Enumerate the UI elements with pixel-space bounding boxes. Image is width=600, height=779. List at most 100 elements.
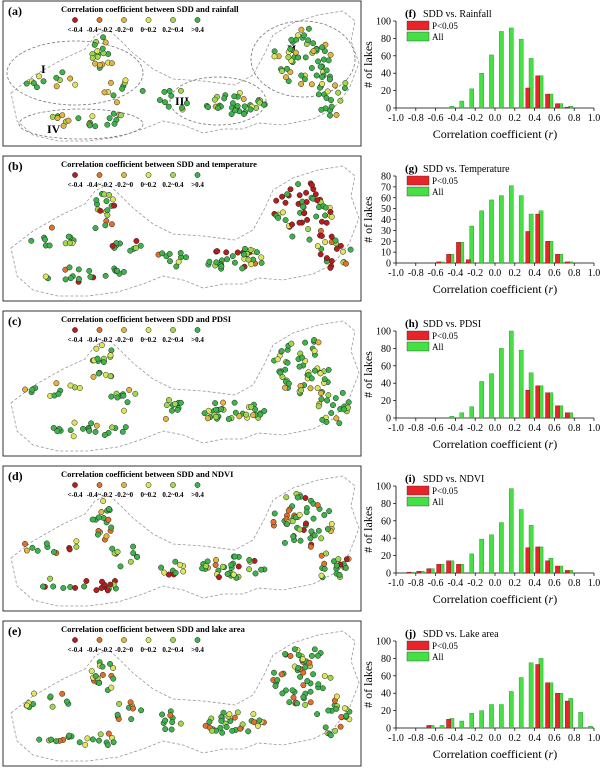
- lake-dot: [59, 112, 66, 119]
- legend-swatch: [406, 175, 430, 186]
- lake-dot: [240, 251, 247, 258]
- lake-dot: [256, 717, 263, 724]
- lake-dot: [220, 399, 227, 406]
- legend-dot: [170, 637, 176, 643]
- lake-dot: [285, 54, 292, 61]
- lake-dot: [138, 707, 145, 714]
- y-tick-label: 80: [381, 654, 391, 665]
- lake-dot: [119, 428, 126, 435]
- zone-ellipse: [169, 76, 267, 126]
- lake-dot: [177, 561, 183, 568]
- lake-dot: [114, 711, 121, 718]
- y-tick-label: 100: [376, 637, 391, 648]
- lake-dot: [24, 702, 30, 709]
- x-tick-label: 0.6: [548, 578, 561, 589]
- lake-dot: [204, 415, 211, 422]
- lake-dot: [312, 191, 319, 198]
- lake-dot: [272, 683, 279, 689]
- bar-sig: [545, 560, 550, 574]
- x-tick-label: 0.0: [489, 578, 502, 589]
- lake-dot: [327, 51, 334, 58]
- lake-dot: [158, 564, 165, 571]
- lake-dot: [250, 711, 257, 718]
- lake-dot: [206, 718, 213, 725]
- lake-dot: [328, 103, 335, 110]
- legend-swatch: [406, 330, 430, 341]
- lake-dot: [105, 516, 112, 523]
- map-panel-label: (c): [8, 314, 21, 328]
- bar-all: [489, 704, 494, 729]
- lake-dot: [209, 727, 216, 734]
- map-panel-label: (e): [8, 624, 21, 638]
- legend-label: 0.2~0.4: [162, 491, 184, 499]
- lake-dot: [218, 717, 225, 724]
- legend-dot: [121, 482, 127, 488]
- bar-all: [499, 704, 504, 729]
- bar-sig: [545, 93, 550, 109]
- lake-dot: [318, 233, 325, 239]
- lake-dot: [322, 204, 329, 211]
- lake-dot: [36, 73, 42, 80]
- lake-dot: [296, 192, 303, 199]
- lake-dot: [322, 239, 329, 246]
- y-tick-label: 60: [381, 361, 391, 372]
- lake-dot: [332, 395, 339, 402]
- lake-dot: [302, 339, 309, 346]
- y-tick-label: 20: [381, 396, 391, 407]
- legend-label: 0~0.2: [141, 646, 157, 654]
- lake-dot: [298, 26, 305, 33]
- lake-dot: [307, 699, 314, 706]
- lake-dot: [218, 263, 225, 270]
- y-tick-label: 30: [381, 226, 391, 237]
- lake-dot: [333, 245, 340, 252]
- lake-dot: [286, 699, 293, 706]
- legend-entry: All: [432, 32, 444, 42]
- bar-all: [499, 31, 504, 109]
- lake-dot: [113, 99, 120, 106]
- legend-label: -0.2~0: [115, 336, 134, 344]
- lake-dot: [215, 105, 221, 111]
- lake-dot: [288, 36, 295, 43]
- x-tick-label: -1.0: [388, 423, 404, 434]
- lake-dot: [117, 563, 124, 570]
- legend-entry: P<0.05: [432, 486, 458, 496]
- legend-label: -0.2~0: [115, 491, 134, 499]
- lake-dot: [319, 80, 326, 87]
- lake-dot: [307, 385, 314, 392]
- lake-dot: [49, 113, 56, 120]
- x-tick-label: -0.6: [428, 113, 444, 124]
- lake-dot: [104, 742, 111, 749]
- legend-entry: All: [432, 652, 444, 662]
- lake-dot: [302, 495, 309, 501]
- lake-dot: [213, 557, 219, 563]
- legend-label: 0~0.2: [141, 26, 157, 34]
- lake-dot: [228, 111, 235, 118]
- legend-entry: All: [432, 497, 444, 507]
- lake-dot: [309, 182, 315, 189]
- lake-dot: [201, 410, 208, 417]
- lake-dot: [72, 584, 79, 591]
- legend-swatch: [406, 640, 430, 651]
- lake-dot: [328, 410, 335, 416]
- lake-dot: [321, 376, 328, 383]
- lake-dot: [333, 705, 340, 712]
- lake-dot: [117, 112, 124, 119]
- legend-dot: [121, 172, 127, 178]
- lake-dot: [133, 244, 139, 251]
- lake-dot: [165, 103, 172, 110]
- bar-all: [528, 58, 534, 109]
- bar-all: [518, 677, 524, 729]
- lake-dot: [96, 680, 103, 686]
- lake-dot: [279, 68, 285, 75]
- lake-dot: [224, 256, 231, 263]
- bar-sig: [446, 719, 451, 729]
- bar-sig: [466, 259, 471, 264]
- x-tick-label: 0.0: [489, 268, 502, 279]
- lake-dot: [287, 186, 294, 193]
- x-tick-label: 1.0: [588, 733, 600, 744]
- lake-dot: [92, 428, 99, 435]
- lake-dot: [311, 532, 318, 539]
- lake-dot: [303, 520, 309, 527]
- lake-dot: [254, 722, 261, 729]
